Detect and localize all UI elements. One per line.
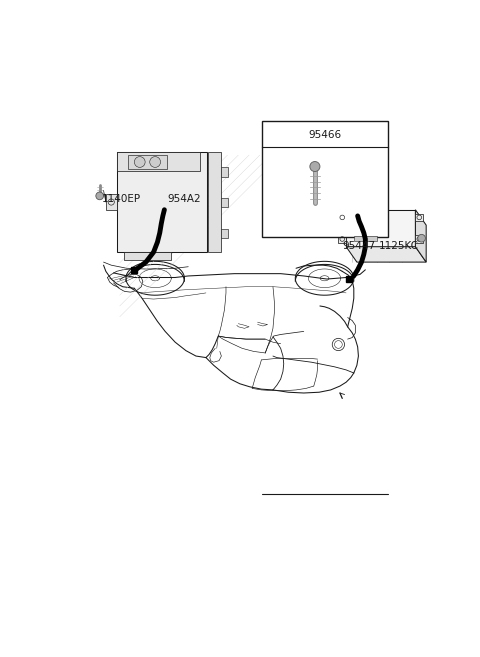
Circle shape <box>134 156 145 168</box>
Circle shape <box>150 156 160 168</box>
Bar <box>124 252 170 260</box>
Text: 95466: 95466 <box>308 130 341 140</box>
Circle shape <box>418 235 425 242</box>
Bar <box>117 152 200 171</box>
Bar <box>221 168 228 177</box>
Circle shape <box>310 162 320 171</box>
Circle shape <box>96 192 104 200</box>
Bar <box>128 155 167 169</box>
Bar <box>117 152 207 252</box>
Text: 1125KC: 1125KC <box>379 240 419 250</box>
Bar <box>207 152 221 252</box>
Bar <box>346 210 415 246</box>
Bar <box>354 236 377 240</box>
Polygon shape <box>415 210 426 262</box>
Bar <box>338 235 346 243</box>
Text: 954A2: 954A2 <box>168 194 201 204</box>
Text: 1140EP: 1140EP <box>102 194 141 204</box>
Text: 95447: 95447 <box>342 240 375 250</box>
Bar <box>106 194 117 210</box>
Bar <box>415 214 423 221</box>
Bar <box>221 229 228 238</box>
Bar <box>338 214 346 221</box>
Bar <box>131 267 137 273</box>
Bar <box>262 121 388 237</box>
Bar <box>346 276 352 282</box>
Polygon shape <box>346 246 426 262</box>
Bar <box>415 235 423 243</box>
Bar <box>221 198 228 208</box>
